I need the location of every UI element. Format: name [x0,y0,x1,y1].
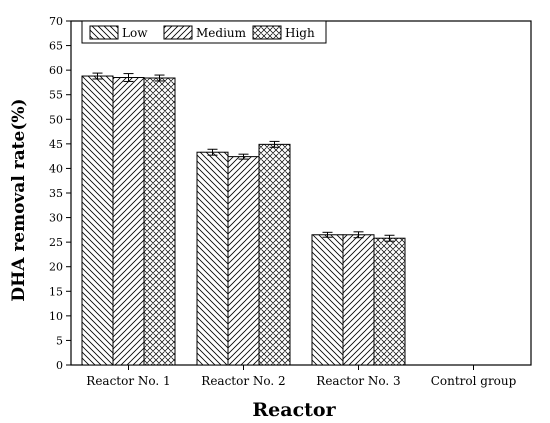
y-tick-label: 55 [49,89,63,102]
bars [81,72,406,366]
legend: Low Medium High [81,20,327,44]
y-tick-label: 20 [49,261,63,274]
y-axis-ticks: 0 5 10 15 20 25 30 35 40 45 50 55 60 65 70 [49,15,71,372]
y-axis-title: DHA removal rate(%) [9,98,29,301]
x-tick-label: Reactor No. 1 [86,374,170,388]
x-tick-label: Control group [431,374,517,388]
legend-label: Low [122,26,148,40]
y-tick-label: 65 [49,40,63,53]
y-tick-label: 5 [56,334,63,347]
x-tick-label: Reactor No. 3 [316,374,400,388]
x-axis-title: Reactor [252,399,336,421]
y-tick-label: 15 [49,285,63,298]
y-tick-label: 30 [49,212,63,225]
y-tick-label: 50 [49,113,63,126]
x-axis-category-labels: Reactor No. 1 Reactor No. 2 Reactor No. 3 C… [86,365,517,388]
bar [81,75,114,366]
bar [227,156,260,366]
legend-swatch [252,25,282,40]
bar [143,77,176,366]
bar [311,234,344,366]
x-tick-label: Reactor No. 2 [201,374,285,388]
y-tick-label: 70 [49,15,63,28]
bar [196,151,229,366]
bar [342,234,375,366]
y-tick-label: 35 [49,187,63,200]
y-tick-label: 45 [49,138,63,151]
bar [258,143,291,366]
legend-swatch [89,25,119,40]
legend-label: Medium [196,26,247,40]
y-tick-label: 40 [49,162,63,175]
legend-swatch [163,25,193,40]
bar [373,237,406,366]
legend-label: High [285,26,315,40]
y-tick-label: 60 [49,64,63,77]
y-tick-label: 10 [49,310,63,323]
y-tick-label: 0 [56,359,63,372]
bar [112,77,145,366]
y-tick-label: 25 [49,236,63,249]
